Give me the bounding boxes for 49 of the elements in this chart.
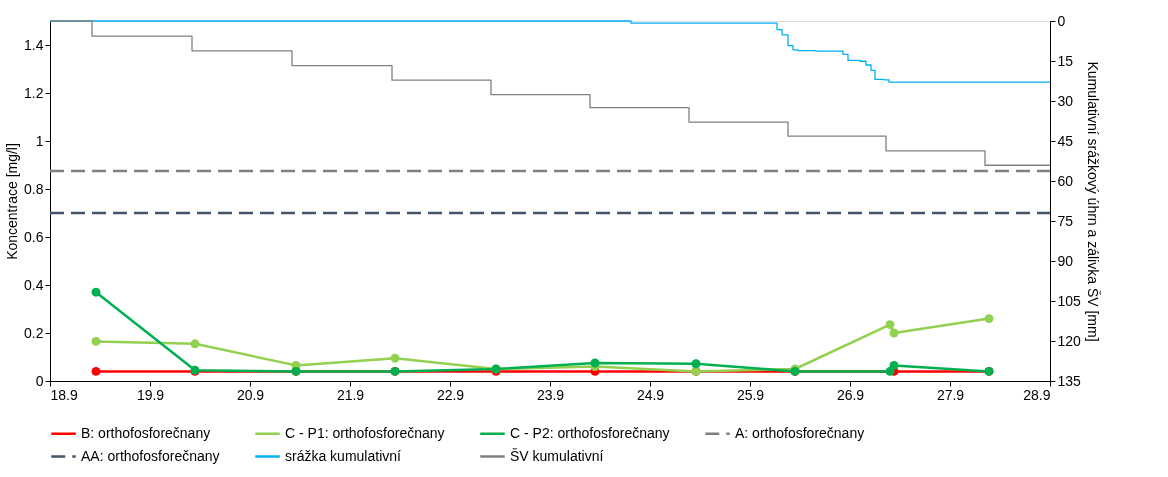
x-tick-label: 26.9 [836,386,865,403]
y2-tick-label: 45 [1057,132,1074,149]
point [91,336,101,346]
x-tick-label: 19.9 [136,386,165,403]
y2-tick-label: 105 [1057,292,1082,309]
legend-label: B: orthofosforečnany [81,424,211,441]
point [190,339,200,349]
y2-tick-label: 15 [1057,52,1074,69]
point [691,359,701,369]
y2-tick-label: 135 [1057,372,1082,389]
x-tick-label: 21.9 [336,386,365,403]
y-tick-label: 0 [35,372,44,389]
y2-tick-label: 0 [1057,12,1066,29]
x-tick-label: 20.9 [236,386,265,403]
y-tick-label: 0.6 [24,228,44,245]
point [889,360,899,370]
point [889,328,899,338]
legend-label: AA: orthofosforečnany [81,447,220,464]
legend-label: C - P1: orthofosforečnany [285,424,445,441]
legend-label: A: orthofosforečnany [735,424,865,441]
legend-label: C - P2: orthofosforečnany [510,424,670,441]
legend-label: srážka kumulativní [285,447,402,464]
y2-tick-label: 75 [1057,212,1074,229]
x-tick-label: 23.9 [536,386,565,403]
y-tick-label: 1 [35,132,44,149]
y-axis-title: Koncentrace [mg/l] [4,143,21,260]
y-tick-label: 1.2 [24,84,44,101]
point [91,287,101,297]
y-tick-label: 0.4 [24,276,44,293]
x-tick-label: 25.9 [736,386,765,403]
legend-label: ŠV kumulativní [510,447,604,464]
point [390,353,400,363]
y2-axis-title: Kumulativní srážkový úhrn a zálivka ŠV [mm] [1084,61,1101,342]
y-tick-label: 1.4 [24,36,44,53]
x-tick-label: 24.9 [636,386,665,403]
point [984,314,994,324]
x-tick-label: 28.9 [1023,386,1051,403]
y2-tick-label: 120 [1057,332,1082,349]
y-tick-label: 0.8 [24,180,44,197]
y2-tick-label: 60 [1057,172,1074,189]
x-tick-label: 18.9 [50,386,78,403]
point [885,320,895,330]
x-tick-label: 22.9 [436,386,465,403]
point [590,358,600,368]
x-tick-label: 27.9 [936,386,965,403]
y-tick-label: 0.2 [24,324,44,341]
y2-tick-label: 90 [1057,252,1074,269]
y2-tick-label: 30 [1057,92,1074,109]
point [91,366,101,376]
